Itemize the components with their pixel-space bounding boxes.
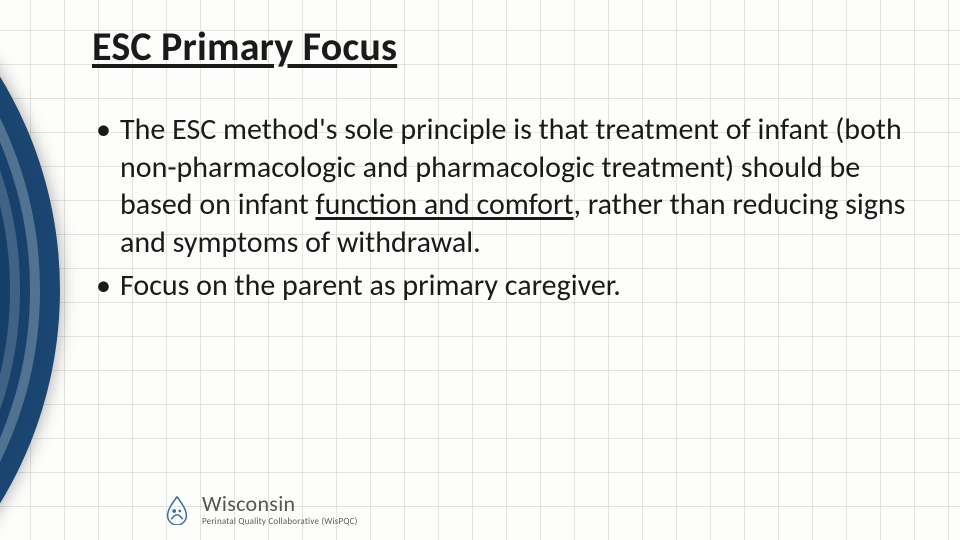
footer-logo: Wisconsin Perinatal Quality Collaborativ… — [162, 493, 358, 526]
footer-logo-text: Wisconsin Perinatal Quality Collaborativ… — [202, 493, 358, 526]
bullet-list: The ESC method's sole principle is that … — [92, 111, 932, 305]
bullet-text-underlined: function and comfort — [315, 186, 573, 223]
slide-content: ESC Primary Focus The ESC method's sole … — [92, 22, 932, 311]
bullet-text-pre: Focus on the parent as primary caregiver… — [120, 267, 621, 304]
footer-tagline: Perinatal Quality Collaborative (WisPQC) — [202, 517, 358, 526]
bullet-item: Focus on the parent as primary caregiver… — [92, 267, 932, 305]
slide-title: ESC Primary Focus — [92, 22, 932, 71]
footer-org-name: Wisconsin — [202, 493, 358, 515]
droplet-family-icon — [162, 495, 192, 525]
bullet-item: The ESC method's sole principle is that … — [92, 111, 932, 261]
